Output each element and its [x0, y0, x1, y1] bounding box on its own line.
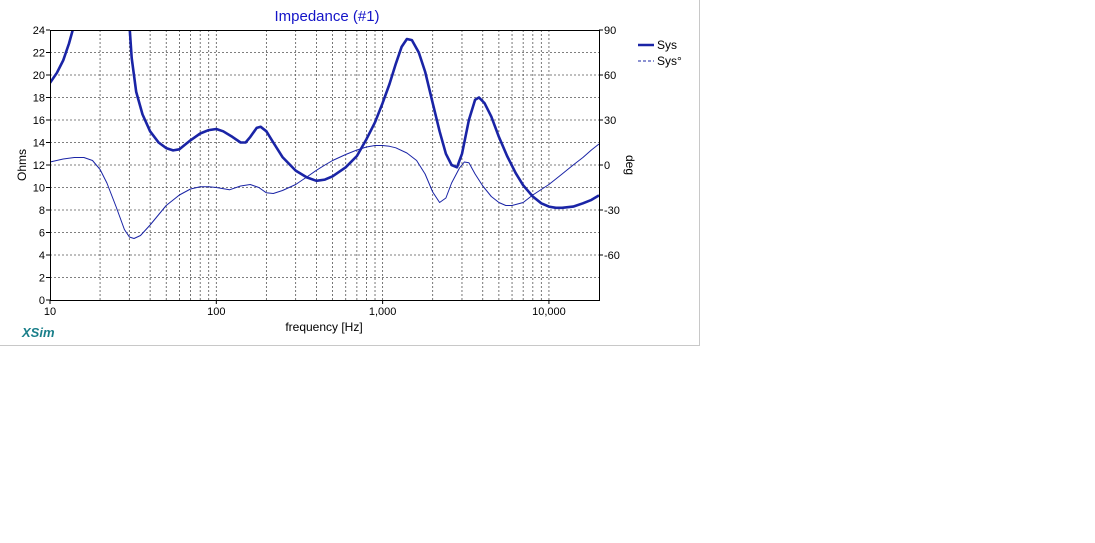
y-tick-label: 16	[33, 115, 45, 127]
x-tick-label: 10	[44, 306, 56, 318]
y-tick-label: 6	[39, 228, 45, 240]
y2-tick-label: 0	[604, 160, 610, 172]
x-axis-ticks: 10 100 1,000 10,000	[44, 300, 566, 318]
y-tick-label: 20	[33, 70, 45, 82]
xsim-brand: XSim	[21, 325, 55, 340]
y-tick-label: 0	[39, 295, 45, 307]
chart-curves	[50, 30, 599, 239]
x-tick-label: 100	[207, 306, 225, 318]
y-tick-label: 2	[39, 273, 45, 285]
series-line-sys-phase	[50, 143, 599, 239]
y2-tick-label: 30	[604, 115, 616, 127]
y-axis-label: Ohms	[15, 149, 29, 181]
x-tick-label: 10,000	[532, 306, 566, 318]
y-tick-label: 22	[33, 48, 45, 60]
y2-tick-label: 60	[604, 70, 616, 82]
y2-axis-label: deg	[623, 155, 637, 175]
legend-label-sys-phase: Sys°	[657, 54, 682, 68]
series-line-sys	[50, 30, 599, 210]
y-tick-label: 18	[33, 93, 45, 105]
y2-tick-label: -30	[604, 205, 620, 217]
x-tick-label: 1,000	[369, 306, 397, 318]
y2-tick-label: -60	[604, 250, 620, 262]
legend: Sys Sys°	[638, 38, 682, 68]
chart-grid	[50, 30, 599, 300]
y-tick-label: 10	[33, 183, 45, 195]
x-axis-label: frequency [Hz]	[285, 320, 362, 334]
y-tick-label: 12	[33, 160, 45, 172]
legend-label-sys: Sys	[657, 38, 677, 52]
y-tick-label: 8	[39, 205, 45, 217]
y-tick-label: 24	[33, 25, 45, 37]
y-tick-label: 14	[33, 138, 45, 150]
impedance-chart-panel: Impedance (#1) 0 2 4 6 8 10 12 14 16 18 20 22 24 90 6…	[0, 0, 700, 346]
y-tick-label: 4	[39, 250, 45, 262]
y2-tick-label: 90	[604, 25, 616, 37]
chart-title: Impedance (#1)	[274, 8, 379, 25]
right-axis-ticks: 90 60 30 0 -30 -60	[599, 25, 620, 262]
